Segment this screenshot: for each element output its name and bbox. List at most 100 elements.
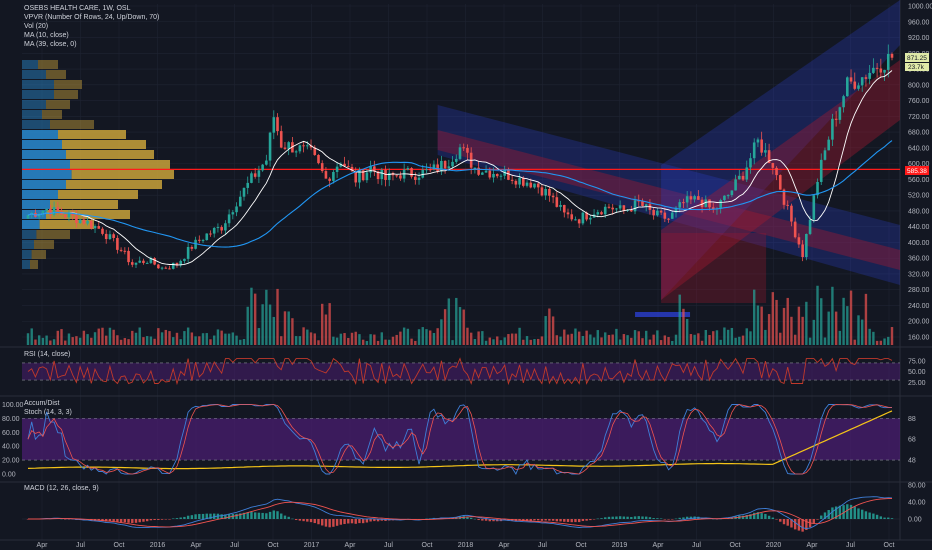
macd-histogram-bar bbox=[335, 519, 339, 526]
candle-body bbox=[551, 195, 555, 198]
candle-body bbox=[324, 171, 328, 179]
macd-histogram-bar bbox=[566, 519, 570, 522]
candle-body bbox=[525, 182, 529, 186]
candle-body bbox=[93, 226, 97, 229]
time-tick-label: 2016 bbox=[150, 542, 166, 549]
volume-bar bbox=[123, 338, 127, 345]
candle-body bbox=[827, 139, 830, 151]
candle-body bbox=[45, 208, 48, 211]
candle-body bbox=[831, 118, 834, 140]
candle-body bbox=[819, 159, 823, 182]
volume-bar bbox=[384, 339, 387, 345]
volume-bar bbox=[458, 307, 462, 345]
volume-bar bbox=[153, 338, 156, 345]
vp-row-up bbox=[22, 70, 46, 79]
macd-histogram-bar bbox=[659, 518, 663, 519]
candle-body bbox=[242, 187, 246, 197]
macd-histogram-bar bbox=[227, 514, 231, 519]
candle-body bbox=[618, 205, 622, 209]
candle-body bbox=[816, 181, 819, 196]
candle-body bbox=[674, 207, 678, 213]
candle-body bbox=[447, 166, 451, 169]
candle-body bbox=[615, 208, 618, 210]
macd-histogram-bar bbox=[369, 519, 372, 522]
volume-bar bbox=[26, 333, 30, 345]
volume-bar bbox=[734, 337, 737, 345]
macd-histogram-bar bbox=[611, 516, 614, 519]
volume-bar bbox=[760, 306, 763, 345]
ma-10-line bbox=[27, 70, 893, 266]
volume-bar bbox=[455, 297, 458, 345]
volume-bar bbox=[510, 333, 514, 345]
macd-histogram-bar bbox=[529, 519, 532, 521]
candle-body bbox=[808, 219, 812, 234]
candle-body bbox=[395, 175, 398, 177]
macd-histogram-bar bbox=[831, 507, 834, 519]
macd-histogram-bar bbox=[145, 519, 149, 522]
macd-histogram-bar bbox=[648, 517, 652, 519]
volume-bar bbox=[209, 339, 212, 345]
candle-body bbox=[846, 77, 849, 97]
candle-body bbox=[432, 164, 436, 170]
volume-bar bbox=[574, 328, 577, 345]
candle-body bbox=[603, 206, 607, 215]
volume-bar bbox=[808, 337, 812, 345]
legend-vol: Vol (20) bbox=[24, 23, 48, 30]
ma-39-line bbox=[27, 140, 893, 248]
candle-body bbox=[328, 178, 331, 181]
volume-bar bbox=[611, 334, 614, 345]
macd-histogram-bar bbox=[291, 518, 294, 520]
candle-body bbox=[633, 200, 637, 212]
macd-histogram-bar bbox=[715, 519, 719, 520]
candle-body bbox=[130, 262, 134, 265]
candle-body bbox=[231, 212, 235, 215]
vp-row-down bbox=[31, 250, 46, 259]
volume-bar bbox=[589, 334, 592, 345]
volume-bar bbox=[537, 338, 540, 345]
macd-histogram-bar bbox=[589, 519, 592, 521]
macd-histogram-bar bbox=[287, 516, 290, 519]
volume-bar bbox=[160, 332, 164, 345]
volume-bar bbox=[671, 340, 674, 345]
macd-histogram-bar bbox=[823, 512, 827, 519]
candle-body bbox=[752, 142, 756, 159]
candle-body bbox=[410, 168, 413, 177]
macd-histogram-bar bbox=[864, 511, 868, 519]
vp-row-up bbox=[22, 150, 66, 159]
macd-histogram-bar bbox=[551, 519, 555, 521]
candle-body bbox=[760, 139, 763, 153]
volume-bar bbox=[764, 329, 767, 345]
volume-bar bbox=[872, 331, 875, 345]
candle-body bbox=[157, 264, 160, 269]
candle-body bbox=[670, 212, 674, 219]
volume-bar bbox=[753, 289, 756, 345]
volume-bar bbox=[179, 339, 182, 345]
macd-histogram-bar bbox=[164, 519, 167, 520]
volume-bar bbox=[693, 334, 696, 345]
macd-histogram-bar bbox=[235, 513, 238, 519]
candle-body bbox=[279, 131, 283, 148]
volume-bar bbox=[361, 339, 365, 345]
candle-body bbox=[224, 223, 227, 231]
time-tick-label: Oct bbox=[884, 542, 895, 549]
time-tick-label: Oct bbox=[422, 542, 433, 549]
macd-histogram-bar bbox=[857, 508, 860, 519]
volume-bar bbox=[388, 339, 391, 345]
volume-bar bbox=[857, 315, 860, 345]
volume-bar bbox=[205, 333, 208, 345]
volume-bar bbox=[745, 328, 748, 345]
candle-body bbox=[149, 258, 153, 263]
candle-body bbox=[119, 249, 123, 251]
volume-bar bbox=[250, 287, 253, 345]
volume-bar bbox=[600, 337, 603, 345]
candle-body bbox=[540, 187, 544, 196]
rsi-tick-label: 25.00 bbox=[908, 380, 926, 387]
vp-row-down bbox=[36, 230, 70, 239]
macd-histogram-bar bbox=[633, 516, 637, 519]
candle-body bbox=[566, 212, 570, 215]
candle-body bbox=[577, 219, 581, 224]
candle-body bbox=[376, 171, 380, 180]
macd-histogram-bar bbox=[641, 516, 644, 519]
candle-body bbox=[26, 214, 30, 219]
volume-bar bbox=[105, 335, 108, 345]
